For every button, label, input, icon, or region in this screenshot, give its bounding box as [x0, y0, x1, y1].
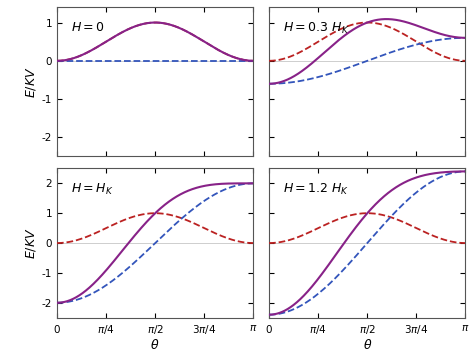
Text: $H=0.3\ H_K$: $H=0.3\ H_K$	[283, 21, 349, 36]
Text: $H=H_K$: $H=H_K$	[71, 182, 113, 197]
X-axis label: $\theta$: $\theta$	[151, 338, 160, 352]
Text: $H=0$: $H=0$	[71, 21, 104, 34]
Y-axis label: $E/KV$: $E/KV$	[24, 227, 38, 259]
X-axis label: $\theta$: $\theta$	[362, 338, 372, 352]
Y-axis label: $E/KV$: $E/KV$	[24, 66, 38, 97]
Text: $H=1.2\ H_K$: $H=1.2\ H_K$	[283, 182, 349, 197]
